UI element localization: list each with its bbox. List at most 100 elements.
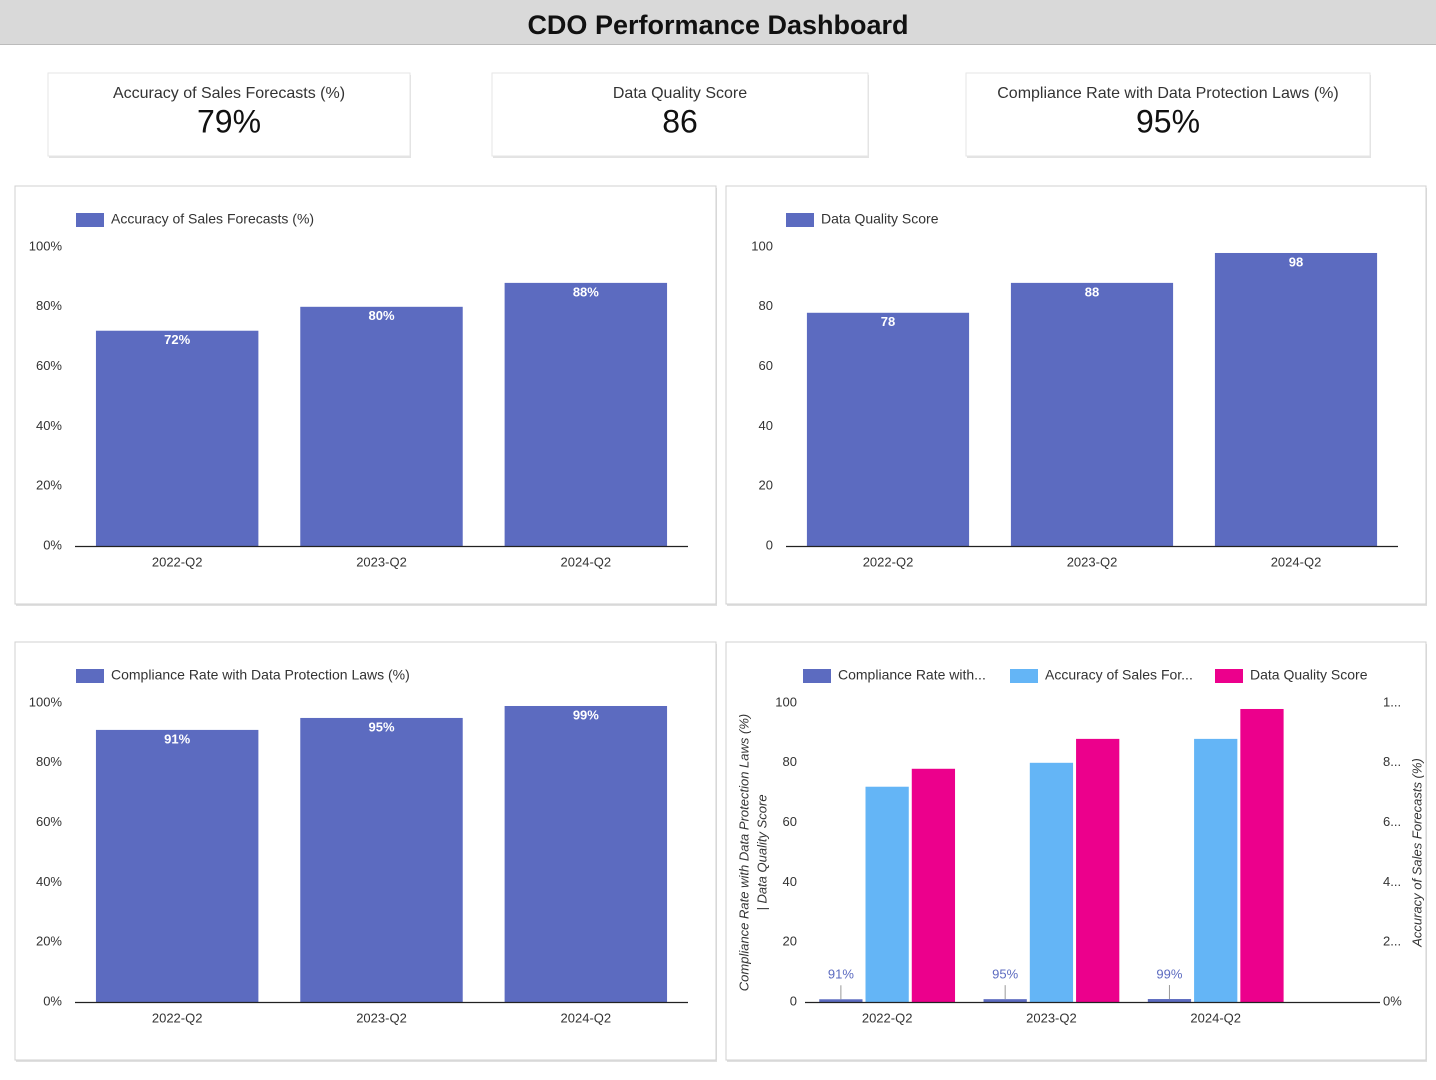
legend-swatch xyxy=(1215,669,1243,683)
kpi-label: Accuracy of Sales Forecasts (%) xyxy=(113,85,345,102)
x-tick-label: 2023-Q2 xyxy=(356,1010,407,1025)
data-label: 88 xyxy=(1085,284,1099,299)
y2-tick-label: 6... xyxy=(1383,814,1401,829)
legend-swatch xyxy=(1010,669,1038,683)
kpi-label: Compliance Rate with Data Protection Law… xyxy=(997,85,1338,102)
x-tick-label: 2022-Q2 xyxy=(152,554,203,569)
bar xyxy=(819,999,863,1002)
bar xyxy=(300,717,463,1002)
bar xyxy=(95,330,259,546)
y-tick-label: 0 xyxy=(790,993,797,1008)
y-tick-label: 0% xyxy=(43,537,62,552)
y-tick-label: 40 xyxy=(783,874,797,889)
y-tick-label: 100% xyxy=(29,238,63,253)
kpi-card xyxy=(47,72,411,157)
legend-swatch xyxy=(76,669,104,683)
x-tick-label: 2022-Q2 xyxy=(863,554,914,569)
x-tick-label: 2023-Q2 xyxy=(356,554,407,569)
data-label: 88% xyxy=(573,284,599,299)
y-tick-label: 80 xyxy=(783,754,797,769)
y-tick-label: 60 xyxy=(759,358,773,373)
y-tick-label: 20 xyxy=(783,934,797,949)
y-axis-title: Compliance Rate with Data Protection Law… xyxy=(736,714,751,991)
x-tick-label: 2024-Q2 xyxy=(561,554,612,569)
bar xyxy=(1029,762,1074,1002)
legend-label: Data Quality Score xyxy=(821,211,939,227)
y-tick-label: 80% xyxy=(36,298,62,313)
y2-tick-label: 4... xyxy=(1383,874,1401,889)
kpi-value: 86 xyxy=(662,103,698,139)
legend-label: Accuracy of Sales Forecasts (%) xyxy=(111,211,314,227)
y-tick-label: 40 xyxy=(759,418,773,433)
kpi-value: 95% xyxy=(1136,103,1200,139)
data-label: 91% xyxy=(164,731,190,746)
bar xyxy=(911,768,956,1002)
legend-swatch xyxy=(786,213,814,227)
data-label: 78 xyxy=(881,314,895,329)
data-label: 91% xyxy=(828,967,854,982)
bar xyxy=(1214,252,1378,547)
x-tick-label: 2023-Q2 xyxy=(1026,1010,1077,1025)
kpi-card xyxy=(965,72,1371,157)
y-tick-label: 80 xyxy=(759,298,773,313)
y-tick-label: 60% xyxy=(36,358,62,373)
y2-tick-label: 0% xyxy=(1383,993,1402,1008)
x-tick-label: 2022-Q2 xyxy=(152,1010,203,1025)
legend-label: Compliance Rate with... xyxy=(838,667,986,683)
y-tick-label: 80% xyxy=(36,754,62,769)
bar xyxy=(1147,999,1192,1002)
bar xyxy=(1240,708,1284,1002)
y-tick-label: 60% xyxy=(36,814,62,829)
chart-panel xyxy=(725,641,1427,1061)
y-axis-title: | Data Quality Score xyxy=(754,794,769,910)
bar xyxy=(806,312,970,546)
x-tick-label: 2024-Q2 xyxy=(1271,554,1322,569)
bar xyxy=(504,282,668,546)
legend-swatch xyxy=(76,213,104,227)
data-label: 72% xyxy=(164,332,190,347)
data-label: 99% xyxy=(573,707,599,722)
bar xyxy=(1010,282,1174,546)
bar xyxy=(1194,738,1238,1002)
dashboard-title: CDO Performance Dashboard xyxy=(527,10,908,40)
x-tick-label: 2023-Q2 xyxy=(1067,554,1118,569)
legend-label: Accuracy of Sales For... xyxy=(1045,667,1193,683)
data-label: 98 xyxy=(1289,254,1303,269)
y-tick-label: 20% xyxy=(36,934,62,949)
y-tick-label: 100 xyxy=(751,238,773,253)
bar xyxy=(300,306,463,546)
y-tick-label: 40% xyxy=(36,874,62,889)
legend-label: Compliance Rate with Data Protection Law… xyxy=(111,667,410,683)
y-tick-label: 0% xyxy=(43,993,62,1008)
y-tick-label: 20 xyxy=(759,478,773,493)
data-label: 95% xyxy=(368,719,394,734)
data-label: 99% xyxy=(1156,966,1182,981)
legend-swatch xyxy=(803,669,831,683)
bar xyxy=(983,999,1027,1002)
y2-tick-label: 1... xyxy=(1383,694,1401,709)
y-tick-label: 20% xyxy=(36,478,62,493)
bar xyxy=(1076,738,1120,1002)
legend-label: Data Quality Score xyxy=(1250,667,1368,683)
header-bar xyxy=(0,0,1436,44)
x-tick-label: 2022-Q2 xyxy=(862,1010,913,1025)
x-tick-label: 2024-Q2 xyxy=(561,1010,612,1025)
y-tick-label: 60 xyxy=(783,814,797,829)
data-label: 80% xyxy=(368,308,394,323)
bar xyxy=(95,729,259,1002)
y-tick-label: 100 xyxy=(775,694,797,709)
y-tick-label: 0 xyxy=(766,537,773,552)
x-tick-label: 2024-Q2 xyxy=(1190,1010,1241,1025)
bar xyxy=(865,786,909,1002)
kpi-card xyxy=(491,72,869,157)
kpi-label: Data Quality Score xyxy=(613,85,747,102)
y2-axis-title: Accuracy of Sales Forecasts (%) xyxy=(1409,758,1424,948)
y-tick-label: 100% xyxy=(29,694,63,709)
y-tick-label: 40% xyxy=(36,418,62,433)
kpi-value: 79% xyxy=(197,103,261,139)
bar xyxy=(504,705,668,1002)
data-label: 95% xyxy=(992,967,1018,982)
y2-tick-label: 8... xyxy=(1383,754,1401,769)
